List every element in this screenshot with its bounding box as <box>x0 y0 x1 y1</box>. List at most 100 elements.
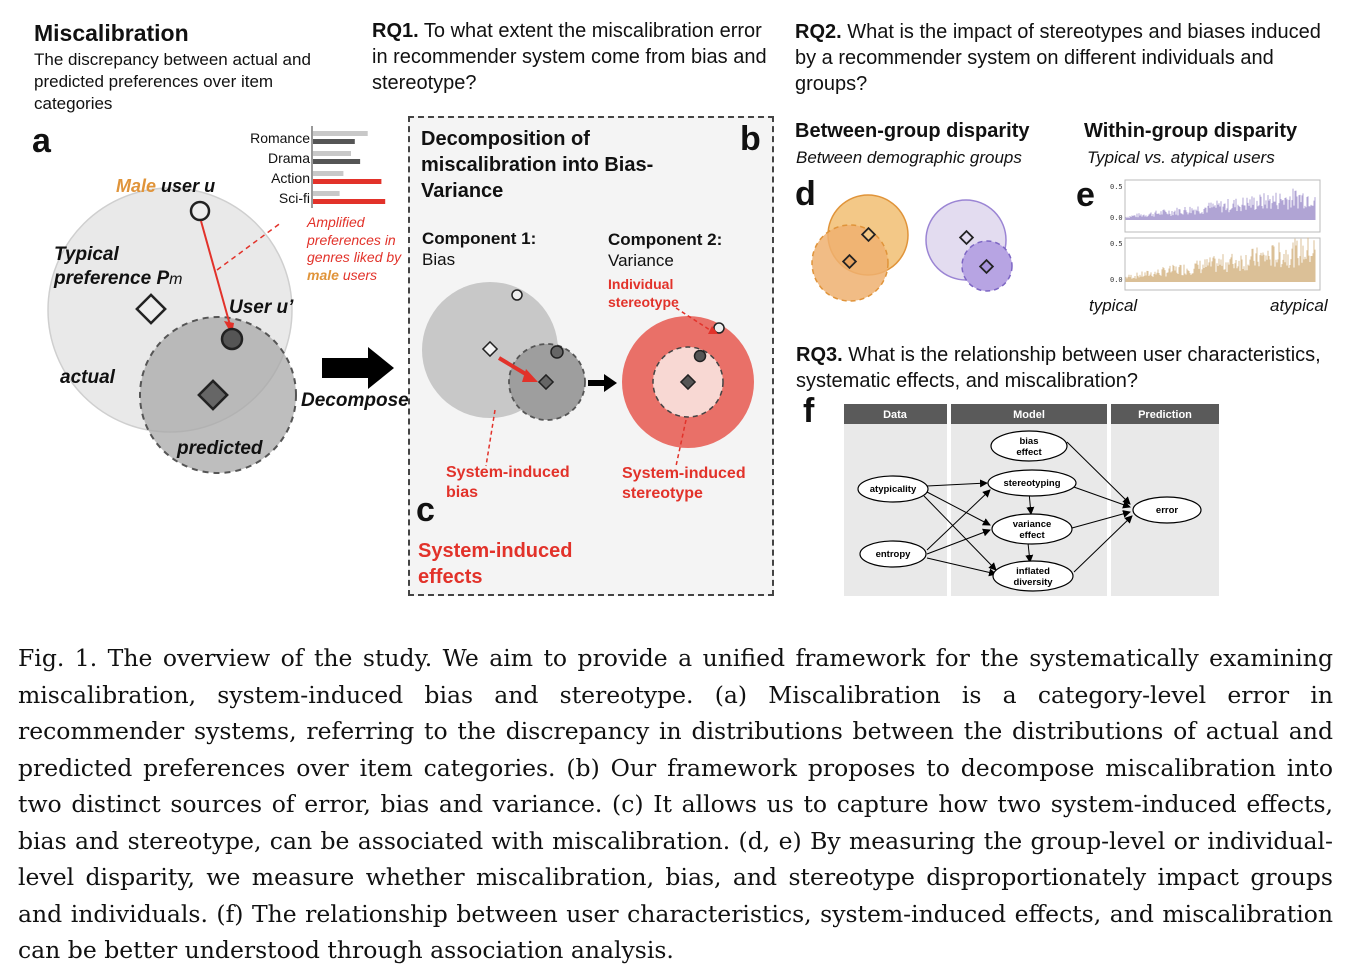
system-induced-stereotype-label: System-induced stereotype <box>622 464 746 504</box>
node-entropy-text: entropy <box>876 549 912 560</box>
group1-actual-diamond <box>860 226 877 243</box>
panel-a-title: Miscalibration <box>34 20 189 46</box>
group1-predicted-diamond <box>841 253 858 270</box>
node-variance-text2: effect <box>1019 530 1045 541</box>
genre-label: Sci-fi <box>278 190 310 206</box>
component1-line1: Component 1: <box>422 229 537 248</box>
genre-actual-bar <box>313 151 351 156</box>
genre-label: Drama <box>267 150 310 166</box>
node-stereotyping <box>987 469 1077 497</box>
bottom-tick-high: 0.5 <box>1110 240 1123 248</box>
node-entropy <box>859 540 927 568</box>
sis-line2: stereotype <box>622 485 703 502</box>
individual-pointer <box>675 307 714 333</box>
system-induced-effects-label: System-induced effects <box>418 538 572 590</box>
panel-a-diagram <box>47 187 297 474</box>
panel-f-letter: f <box>803 392 815 430</box>
component2-label: Component 2: Variance <box>608 229 722 271</box>
typical-axis-label: typical <box>1089 296 1138 315</box>
genre-predicted-bar <box>313 159 361 164</box>
within-group-title: Within-group disparity <box>1084 120 1298 142</box>
top-tick-low: 0.0 <box>1110 214 1123 222</box>
node-bias-effect <box>990 430 1068 462</box>
rq2-prefix: RQ2. <box>795 21 842 43</box>
rq1-prefix: RQ1. <box>372 20 419 42</box>
bottom-bars <box>1125 237 1316 282</box>
model-header-text: Model <box>1013 409 1045 421</box>
genre-bar-chart <box>311 126 386 208</box>
between-group-subtitle: Between demographic groups <box>796 148 1022 167</box>
typical-preference-label: Typical preference Pm <box>54 243 182 292</box>
amplified-line4: male users <box>307 267 401 285</box>
decomposition-title: Decomposition of miscalibration into Bia… <box>421 128 654 202</box>
panel-d-letter: d <box>795 175 816 213</box>
typical-line2-text: preference P <box>54 268 170 289</box>
rq2-question: What is the impact of stereotypes and bi… <box>795 21 1321 95</box>
top-plot-frame <box>1124 179 1321 233</box>
effects-line1: System-induced <box>418 540 573 562</box>
sib-line2: bias <box>446 484 479 501</box>
bias-shift-arrow <box>497 356 531 378</box>
amplified-line2: preferences in <box>307 231 396 248</box>
genre-label: Action <box>271 170 310 186</box>
predicted-label: predicted <box>177 438 263 459</box>
top-bars <box>1125 188 1316 220</box>
rq3-text: RQ3. What is the relationship between us… <box>796 342 1341 394</box>
bias-shift-arrowhead <box>522 369 538 382</box>
genre-predicted-bar <box>313 139 355 144</box>
decompose-label: Decompose <box>301 390 409 411</box>
genre-label: Romance <box>250 130 310 146</box>
panel-b-letter: b <box>740 120 761 158</box>
data-column <box>844 424 947 596</box>
group2-actual-diamond <box>958 229 975 246</box>
genre-actual-bar <box>313 191 340 196</box>
amplified-annotation: Amplified preferences in genres liked by… <box>307 214 401 284</box>
panel-a-letter: a <box>32 122 51 160</box>
group2-predicted-diamond <box>978 258 995 275</box>
genre-actual-bar <box>313 171 344 176</box>
individual-line1: Individual <box>608 276 674 292</box>
within-group-subtitle: Typical vs. atypical users <box>1087 148 1275 167</box>
node-bias-text2: effect <box>1016 447 1042 458</box>
node-variance-text1: variance <box>1013 519 1052 530</box>
male-user-u-label: Male user u <box>116 176 215 197</box>
between-group-diagram <box>811 194 1013 302</box>
panel-a-subtitle: The discrepancy between actual and predi… <box>34 50 311 113</box>
amplified-users: users <box>342 266 378 283</box>
typical-preference-diamond <box>135 293 167 325</box>
component2-line2: Variance <box>608 251 674 270</box>
variance-user-marker <box>713 322 725 334</box>
rq1-question: To what extent the miscalibration error … <box>372 20 767 94</box>
node-stereotyping-text: stereotyping <box>1003 478 1060 489</box>
bias-variance-diagram <box>422 282 754 467</box>
rq1-text: RQ1. To what extent the miscalibration e… <box>372 18 782 96</box>
top-tick-high: 0.5 <box>1110 183 1123 191</box>
variance-user-prime-marker <box>693 349 707 363</box>
individual-line2: stereotype <box>608 293 679 310</box>
figure-caption: Fig. 1. The overview of the study. We ai… <box>18 644 1333 964</box>
individual-pointer-head <box>708 326 718 334</box>
amplified-male: male <box>307 266 339 283</box>
stereotype-pointer <box>675 419 687 467</box>
component1-label: Component 1: Bias <box>422 228 536 270</box>
association-graph: Data Model Prediction atypicality entrop… <box>844 404 1219 596</box>
node-atypicality-text: atypicality <box>870 484 917 495</box>
user-u-text: user u <box>161 176 216 196</box>
bottom-plot-frame <box>1124 237 1321 291</box>
system-induced-bias-label: System-induced bias <box>446 463 570 503</box>
predicted-diamond <box>197 379 229 411</box>
panel-c-letter: c <box>416 491 435 529</box>
node-bias-text1: bias <box>1019 436 1038 447</box>
node-atypicality <box>857 475 929 503</box>
genre-predicted-bar <box>313 179 382 184</box>
rq3-prefix: RQ3. <box>796 344 843 366</box>
bias-typical-diamond <box>481 340 499 358</box>
bottom-tick-low: 0.0 <box>1110 276 1123 284</box>
user-u-prime-label: User u’ <box>229 297 294 318</box>
data-column-header <box>844 404 947 424</box>
genre-predicted-bar <box>313 199 386 204</box>
rq3-question: What is the relationship between user ch… <box>796 344 1321 392</box>
amplified-connector <box>216 221 283 271</box>
graph-edges <box>923 441 1133 577</box>
node-inflated-text2: diversity <box>1013 577 1053 588</box>
